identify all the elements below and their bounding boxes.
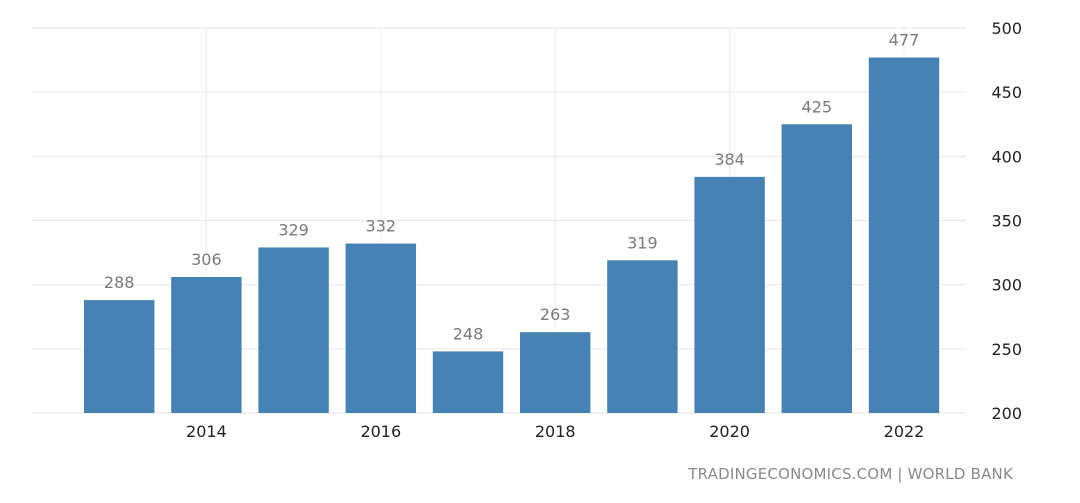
y-tick-label-300: 300 — [991, 276, 1022, 295]
data-label-2015: 329 — [278, 220, 309, 239]
bar-2017 — [432, 351, 504, 413]
source-credit: TRADINGECONOMICS.COM | WORLD BANK — [688, 465, 1013, 483]
bar-2019 — [607, 260, 678, 413]
y-tick-label-450: 450 — [991, 83, 1022, 102]
data-label-2021: 425 — [802, 97, 833, 116]
data-label-2018: 263 — [540, 305, 571, 324]
data-label-2019: 319 — [627, 233, 658, 252]
x-tick-label-2014: 2014 — [186, 422, 227, 441]
x-tick-label-2020: 2020 — [709, 422, 750, 441]
bar-2013 — [84, 300, 155, 413]
bar-2018 — [520, 332, 591, 413]
x-tick-label-2018: 2018 — [535, 422, 576, 441]
data-label-2014: 306 — [191, 250, 222, 269]
bars-group — [84, 57, 940, 414]
bar-2015 — [258, 247, 329, 413]
data-label-2016: 332 — [366, 217, 397, 236]
y-tick-label-350: 350 — [991, 212, 1022, 231]
y-axis-tick-labels: 200 250 300 350 400 450 500 — [991, 19, 1022, 423]
bar-2021 — [781, 124, 852, 413]
x-tick-label-2016: 2016 — [360, 422, 401, 441]
y-tick-label-400: 400 — [991, 147, 1022, 166]
data-label-2022: 477 — [889, 31, 920, 50]
y-tick-label-200: 200 — [991, 404, 1022, 423]
data-label-2013: 288 — [104, 273, 135, 292]
x-axis-tick-labels: 2014 2016 2018 2020 2022 — [186, 422, 924, 441]
bar-2022 — [868, 57, 940, 414]
bar-2020 — [694, 176, 765, 413]
bar-2016 — [345, 243, 416, 413]
y-tick-label-500: 500 — [991, 19, 1022, 38]
data-label-2020: 384 — [714, 150, 745, 169]
data-labels-group: 288 306 329 332 248 263 319 384 425 477 — [104, 31, 919, 344]
y-tick-label-250: 250 — [991, 340, 1022, 359]
bar-2014 — [171, 276, 242, 413]
data-label-2017: 248 — [453, 324, 484, 343]
x-tick-label-2022: 2022 — [884, 422, 925, 441]
